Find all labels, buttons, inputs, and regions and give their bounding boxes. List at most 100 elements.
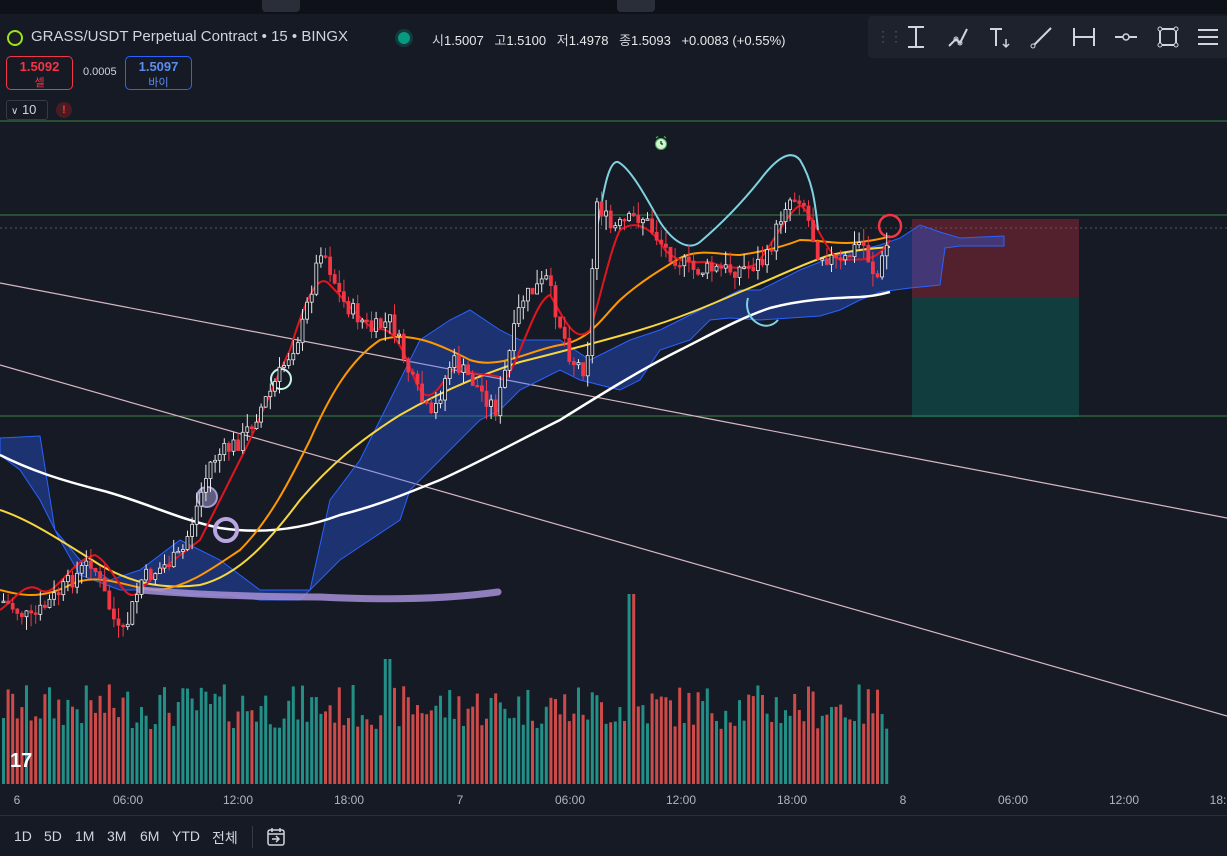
volume-bar — [103, 712, 107, 784]
volume-bar — [347, 718, 350, 784]
candle-body — [544, 275, 549, 280]
volume-bar — [724, 710, 728, 784]
candle-body — [309, 293, 314, 303]
candle-body — [364, 319, 369, 323]
candle-body — [180, 549, 185, 552]
volume-series — [2, 594, 889, 784]
candle-body — [456, 355, 461, 373]
candle-body — [516, 307, 521, 325]
volume-bar — [199, 687, 203, 784]
candle-body — [512, 323, 516, 352]
volume-bar — [641, 705, 645, 784]
text-icon[interactable] — [984, 21, 1016, 53]
candle-body — [700, 272, 705, 275]
range-button-1d[interactable]: 1D — [14, 828, 32, 844]
candle-body — [641, 218, 645, 224]
candle-body — [751, 266, 756, 272]
warning-icon[interactable]: ! — [56, 102, 72, 118]
volume-bar — [278, 727, 281, 784]
ray-icon[interactable] — [1026, 21, 1058, 53]
alert-clock-icon[interactable] — [653, 135, 669, 151]
volume-bar — [719, 728, 723, 784]
volume-bar — [581, 714, 585, 784]
candle-body — [861, 242, 866, 246]
more-menu-icon[interactable] — [1192, 21, 1224, 53]
range-button-6m[interactable]: 6M — [140, 828, 160, 844]
volume-bar — [457, 696, 461, 784]
volume-bar — [337, 687, 341, 784]
goto-date-icon[interactable] — [265, 826, 287, 848]
volume-bar — [682, 722, 686, 784]
volume-bar — [802, 721, 806, 784]
candle-body — [507, 350, 512, 371]
volume-bar — [604, 723, 608, 784]
volume-bar — [820, 715, 824, 784]
candle-body — [788, 199, 792, 210]
candle-body — [884, 244, 889, 257]
volume-bar — [609, 722, 613, 784]
range-button-ytd[interactable]: YTD — [172, 828, 200, 844]
candle-body — [880, 255, 884, 278]
buy-button[interactable]: 1.5097 바이 — [125, 56, 192, 90]
volume-bar — [715, 720, 718, 784]
chevron-down-icon: ∨ — [11, 106, 19, 117]
range-button-1m[interactable]: 1M — [75, 828, 95, 844]
time-axis[interactable]: 6 06:00 12:00 18:00 7 06:00 12:00 18:00 … — [0, 786, 1227, 814]
volume-bar — [627, 594, 631, 784]
measure-icon[interactable] — [1068, 21, 1100, 53]
candle-body — [608, 210, 613, 229]
volume-bar — [774, 697, 778, 784]
candle-body — [102, 577, 107, 592]
candle-body — [121, 624, 125, 628]
range-button-5d[interactable]: 5D — [44, 828, 62, 844]
candle-body — [433, 403, 438, 414]
indicators-toggle[interactable]: ∨ 10 — [6, 100, 48, 120]
volume-bar — [255, 721, 258, 784]
volume-bar — [613, 721, 617, 784]
candle-body — [332, 274, 337, 284]
volume-bar — [25, 685, 28, 784]
volume-bar — [416, 705, 419, 784]
candle-body — [806, 205, 811, 221]
candle-body — [447, 367, 452, 379]
sell-button[interactable]: 1.5092 셀 — [6, 56, 73, 90]
candle-body — [392, 314, 397, 336]
volume-bar — [190, 698, 194, 784]
close-value: 1.5093 — [631, 33, 671, 48]
chart-type-tab[interactable] — [617, 0, 655, 12]
range-button-3m[interactable]: 3M — [107, 828, 127, 844]
candle-body — [217, 454, 222, 461]
volume-bar — [314, 697, 318, 784]
rectangle-icon[interactable] — [1152, 21, 1184, 53]
range-button-all[interactable]: 전체 — [212, 830, 238, 846]
volume-bar — [485, 718, 488, 784]
volume-bar — [747, 694, 751, 784]
symbol-title[interactable]: GRASS/USDT Perpetual Contract • 15 • BIN… — [31, 28, 349, 45]
candle-body — [797, 200, 802, 204]
volume-bar — [149, 728, 153, 784]
trend-line-icon[interactable] — [900, 21, 932, 53]
volume-bar — [356, 726, 360, 784]
tradingview-logo[interactable]: 17 — [10, 750, 33, 772]
price-chart[interactable] — [0, 0, 1227, 786]
time-tick: 06:00 — [997, 793, 1029, 807]
timeframe-tab[interactable] — [262, 0, 300, 12]
horizontal-line-icon[interactable] — [1110, 21, 1142, 53]
candle-body — [645, 218, 650, 221]
open-value: 1.5007 — [443, 33, 484, 48]
path-icon[interactable] — [942, 21, 974, 53]
time-tick: 06:00 — [112, 793, 144, 807]
volume-bar — [61, 724, 65, 784]
volume-bar — [853, 721, 856, 784]
volume-bar — [126, 691, 130, 784]
trend-line-lower — [0, 364, 1227, 717]
candle-body — [194, 505, 199, 525]
volume-bar — [172, 725, 176, 784]
time-tick: 7 — [456, 793, 464, 807]
drag-grip-icon[interactable]: ⋮⋮ — [876, 28, 903, 44]
candle-body — [383, 321, 388, 328]
candle-body — [29, 610, 34, 614]
candle-body — [733, 271, 737, 278]
candle-body — [553, 285, 558, 318]
candle-body — [526, 287, 530, 302]
